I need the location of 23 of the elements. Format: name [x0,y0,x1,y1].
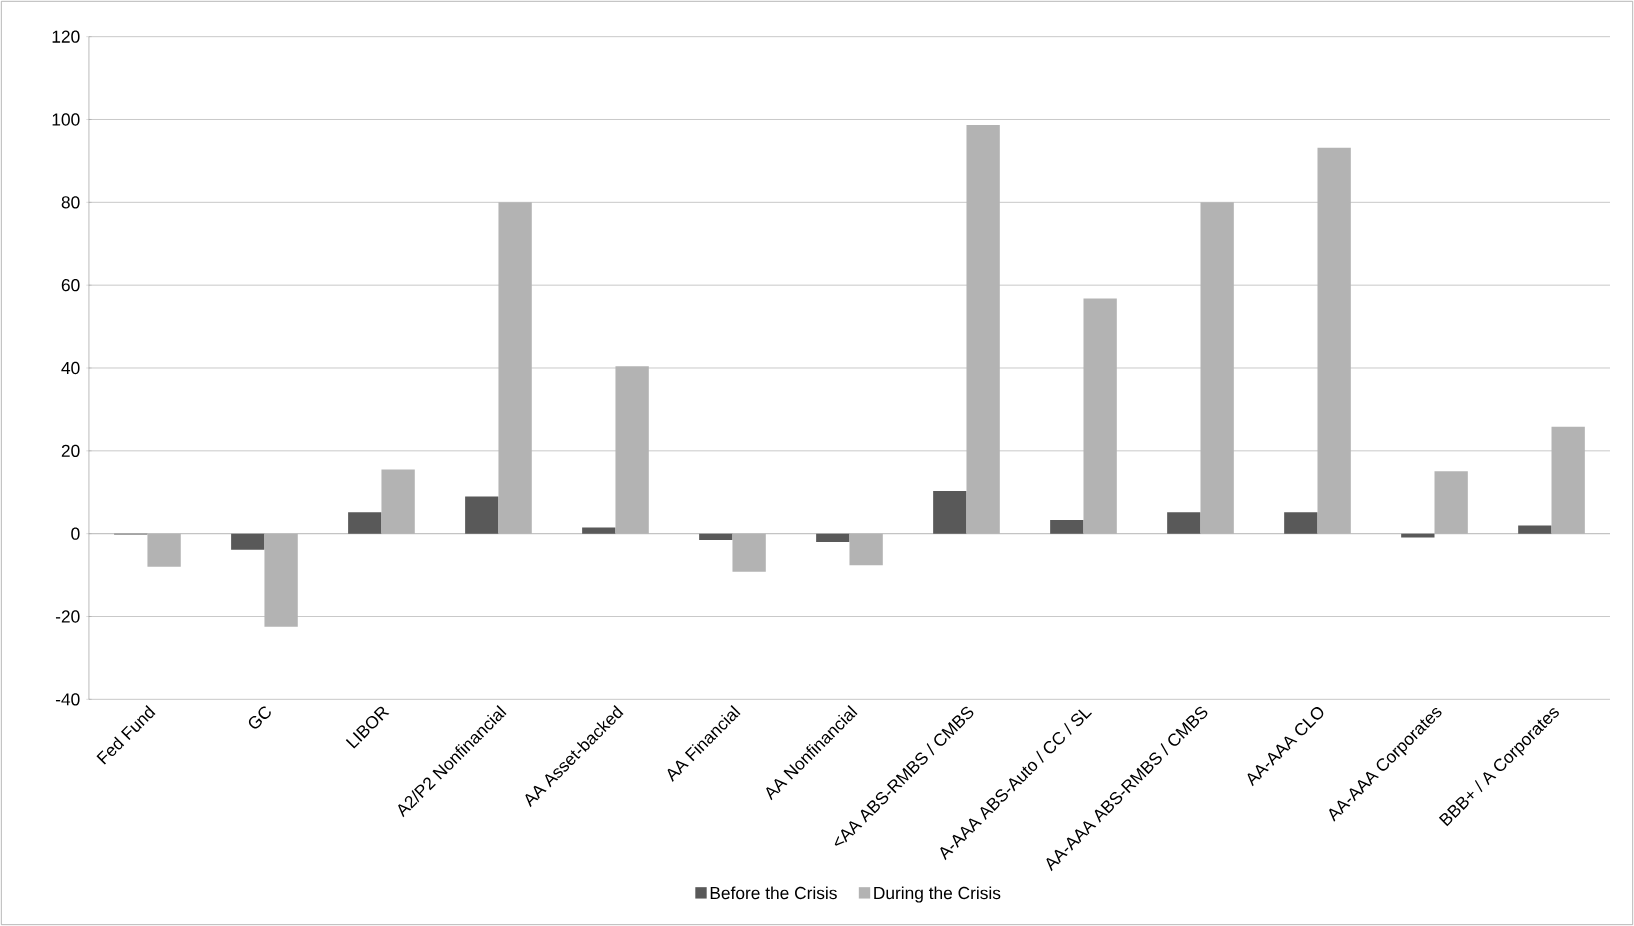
bar [1167,512,1201,534]
y-tick-label: 20 [61,444,80,457]
bar [582,527,616,534]
bar [1518,525,1552,534]
x-tick-label: GC [248,706,271,729]
bar [231,533,265,550]
bar [933,491,967,534]
bar [699,533,733,540]
y-tick-label: 120 [52,30,80,43]
y-tick-label: 40 [61,361,80,375]
y-tick-label: -20 [55,610,80,623]
bar [1050,520,1084,534]
bar [1284,512,1318,534]
bar [465,496,499,534]
y-tick-label: -40 [55,693,80,706]
y-tick-label: 80 [61,196,80,209]
legend-label: Before the Crisis [710,886,837,900]
y-tick-label: 0 [71,527,80,540]
y-tick-label: 100 [52,113,80,126]
y-tick-label: 60 [61,279,80,292]
bar [348,512,382,534]
bar [816,533,850,542]
legend-label: During the Crisis [874,886,1001,903]
